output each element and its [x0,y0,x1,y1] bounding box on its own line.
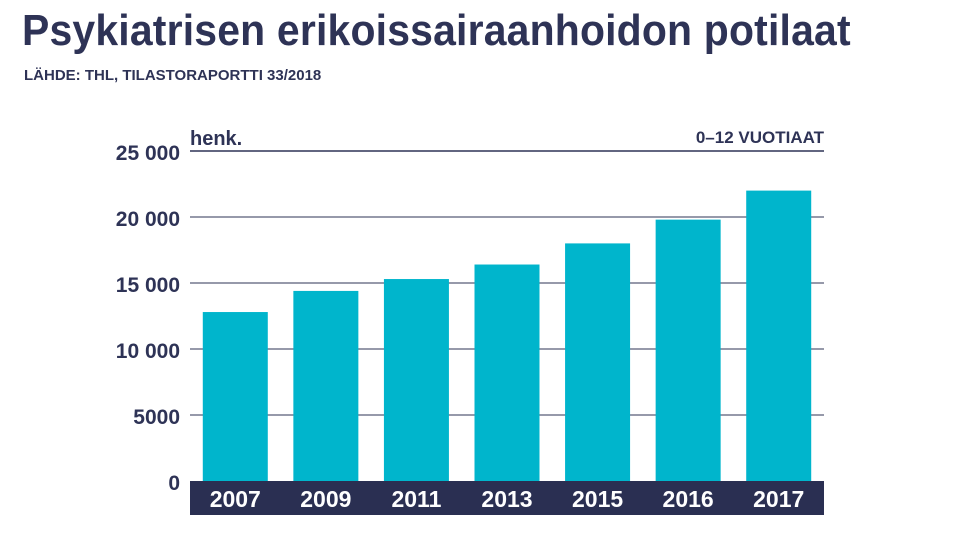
x-tick-label: 2015 [572,486,623,512]
x-tick-label: 2016 [663,486,714,512]
bar [202,312,268,481]
bar [655,219,721,481]
bar [565,243,631,481]
y-tick-label: 5000 [133,406,180,429]
y-tick-label: 0 [168,472,180,495]
x-tick-label: 2017 [753,486,804,512]
x-tick-label: 2009 [300,486,351,512]
y-tick-label: 15 000 [116,274,180,297]
chart-source: LÄHDE: THL, TILASTORAPORTTI 33/2018 [24,67,322,84]
x-tick-label: 2011 [391,486,441,512]
y-axis-ticks: 0 5000 10 000 15 000 20 000 25 000 [116,142,180,495]
bar [383,279,449,481]
y-tick-label: 25 000 [116,142,180,165]
x-tick-label: 2013 [481,486,532,512]
y-tick-label: 20 000 [116,208,180,231]
x-axis-band [190,481,824,515]
y-axis-unit-label: henk. [190,128,242,150]
age-group-note: 0–12 VUOTIAAT [696,128,825,147]
bars [202,190,812,481]
bar [746,190,812,481]
bar [474,264,540,481]
x-axis-labels: 2007 2009 2011 2013 2015 2016 2017 [210,486,805,512]
chart-title: Psykiatrisen erikoissairaanhoidon potila… [22,6,851,55]
y-tick-label: 10 000 [116,340,180,363]
x-tick-label: 2007 [210,486,261,512]
bar [293,290,359,481]
